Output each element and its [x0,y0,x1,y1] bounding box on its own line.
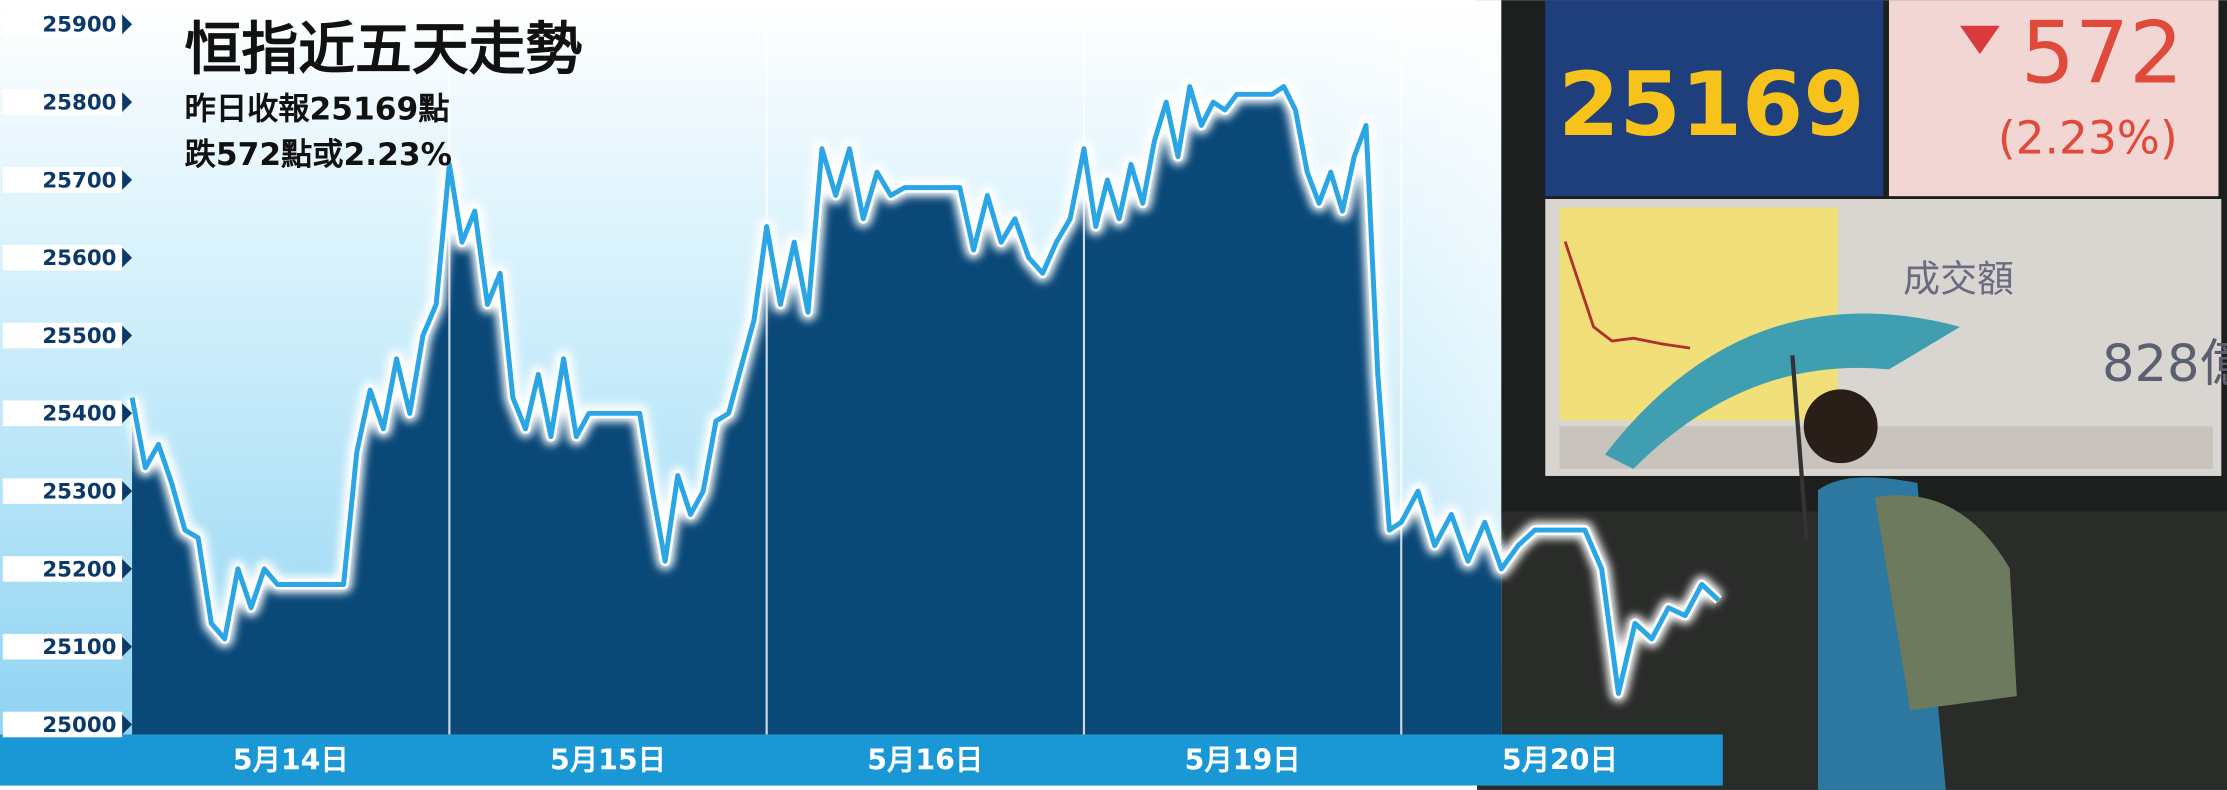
chart-subtitle: 昨日收報25169點 [185,91,450,127]
y-tick-mark [122,169,133,190]
photo-text: (2.23%) [1998,112,2178,165]
y-tick-mark [122,403,133,424]
y-tick-box [2,11,123,38]
y-tick-label: 25200 [42,557,116,582]
x-tick-label: 5月14日 [233,743,349,776]
y-tick-box [2,400,123,427]
photo-text: 25169 [1558,53,1864,156]
chart-subtitle: 跌572點或2.23% [185,137,452,173]
photo: 25169 572 (2.23%) 成交額 828億 [1477,0,2227,790]
y-tick-box [2,556,123,582]
x-tick-label: 5月19日 [1185,743,1301,776]
y-tick-mark [122,325,133,346]
y-tick-box [2,322,123,349]
y-tick-box [2,89,123,115]
x-tick-label: 5月16日 [867,743,983,776]
chart-title: 恒指近五天走勢 [185,16,583,82]
y-tick-mark [122,636,133,657]
y-tick-mark [122,92,133,113]
photo-arrow [1959,25,2000,55]
y-tick-label: 25100 [42,635,116,660]
photo-text: 572 [2021,5,2184,104]
y-tick-label: 25300 [42,480,116,505]
line [129,84,1721,696]
y-tick-label: 25600 [42,246,116,271]
y-tick-label: 25800 [42,91,116,116]
y-tick-box [2,478,123,504]
y-tick-label: 25900 [42,13,116,38]
x-tick-label: 5月15日 [550,743,666,776]
y-tick-box [2,167,123,193]
y-tick-box [2,711,123,738]
y-tick-mark [122,714,133,735]
y-tick-mark [122,14,133,35]
y-tick-box [2,244,123,271]
y-tick-label: 25700 [42,168,116,193]
y-tick-box [2,633,123,660]
y-tick-mark [122,558,133,579]
photo-text: 成交額 [1903,257,2014,300]
y-tick-label: 25500 [42,324,116,349]
date-band [0,734,1723,786]
y-tick-label: 25000 [42,713,116,738]
photo-text: 828億 [2102,335,2227,394]
x-tick-label: 5月20日 [1502,743,1618,776]
y-tick-mark [122,247,133,268]
y-tick-mark [122,481,133,502]
y-tick-label: 25400 [42,402,116,427]
